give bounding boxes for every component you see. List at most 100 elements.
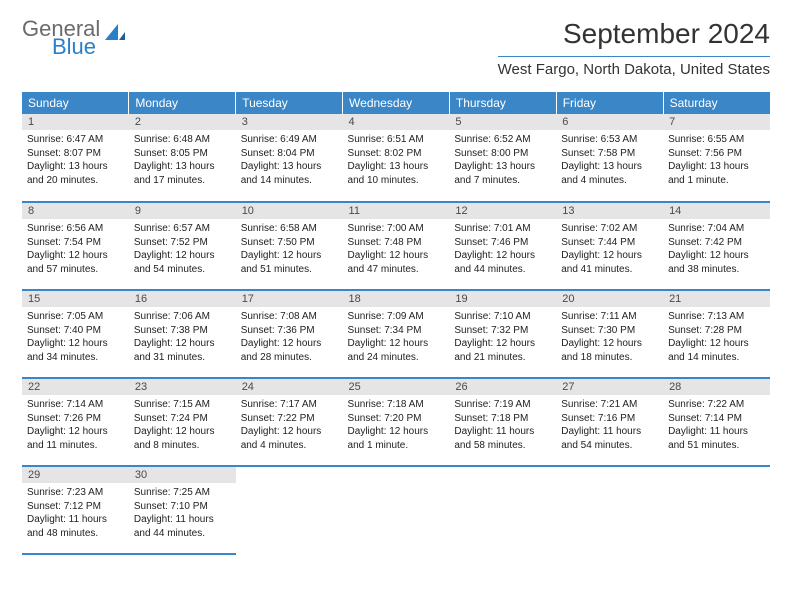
calendar-cell: 24Sunrise: 7:17 AMSunset: 7:22 PMDayligh… <box>236 378 343 466</box>
day-number: 13 <box>556 203 663 219</box>
weekday-header: Saturday <box>663 92 770 114</box>
calendar-cell: 10Sunrise: 6:58 AMSunset: 7:50 PMDayligh… <box>236 202 343 290</box>
logo-sail-icon <box>104 22 126 47</box>
calendar-cell <box>449 466 556 554</box>
calendar-cell: 21Sunrise: 7:13 AMSunset: 7:28 PMDayligh… <box>663 290 770 378</box>
title-block: September 2024 West Fargo, North Dakota,… <box>498 18 770 78</box>
calendar-cell: 14Sunrise: 7:04 AMSunset: 7:42 PMDayligh… <box>663 202 770 290</box>
day-number: 10 <box>236 203 343 219</box>
day-number: 2 <box>129 114 236 130</box>
day-details: Sunrise: 6:49 AMSunset: 8:04 PMDaylight:… <box>236 130 343 192</box>
day-number: 18 <box>343 291 450 307</box>
day-details: Sunrise: 7:13 AMSunset: 7:28 PMDaylight:… <box>663 307 770 369</box>
day-details: Sunrise: 7:00 AMSunset: 7:48 PMDaylight:… <box>343 219 450 281</box>
day-details: Sunrise: 7:15 AMSunset: 7:24 PMDaylight:… <box>129 395 236 457</box>
day-details: Sunrise: 6:52 AMSunset: 8:00 PMDaylight:… <box>449 130 556 192</box>
day-details: Sunrise: 7:06 AMSunset: 7:38 PMDaylight:… <box>129 307 236 369</box>
day-number: 11 <box>343 203 450 219</box>
logo-line2: Blue <box>52 36 100 58</box>
day-number: 28 <box>663 379 770 395</box>
day-number: 8 <box>22 203 129 219</box>
weekday-header: Thursday <box>449 92 556 114</box>
calendar-cell: 3Sunrise: 6:49 AMSunset: 8:04 PMDaylight… <box>236 114 343 202</box>
day-number: 30 <box>129 467 236 483</box>
day-details: Sunrise: 6:58 AMSunset: 7:50 PMDaylight:… <box>236 219 343 281</box>
calendar-cell: 15Sunrise: 7:05 AMSunset: 7:40 PMDayligh… <box>22 290 129 378</box>
calendar-cell: 7Sunrise: 6:55 AMSunset: 7:56 PMDaylight… <box>663 114 770 202</box>
calendar-cell: 9Sunrise: 6:57 AMSunset: 7:52 PMDaylight… <box>129 202 236 290</box>
day-number: 7 <box>663 114 770 130</box>
calendar-cell: 25Sunrise: 7:18 AMSunset: 7:20 PMDayligh… <box>343 378 450 466</box>
day-details: Sunrise: 6:48 AMSunset: 8:05 PMDaylight:… <box>129 130 236 192</box>
day-number: 17 <box>236 291 343 307</box>
calendar-cell: 28Sunrise: 7:22 AMSunset: 7:14 PMDayligh… <box>663 378 770 466</box>
day-details: Sunrise: 7:09 AMSunset: 7:34 PMDaylight:… <box>343 307 450 369</box>
day-number: 27 <box>556 379 663 395</box>
day-details: Sunrise: 7:01 AMSunset: 7:46 PMDaylight:… <box>449 219 556 281</box>
day-number: 22 <box>22 379 129 395</box>
day-details: Sunrise: 6:55 AMSunset: 7:56 PMDaylight:… <box>663 130 770 192</box>
calendar-cell: 4Sunrise: 6:51 AMSunset: 8:02 PMDaylight… <box>343 114 450 202</box>
calendar-table: SundayMondayTuesdayWednesdayThursdayFrid… <box>22 92 770 555</box>
location: West Fargo, North Dakota, United States <box>498 56 770 78</box>
weekday-header: Sunday <box>22 92 129 114</box>
weekday-header: Wednesday <box>343 92 450 114</box>
calendar-cell: 6Sunrise: 6:53 AMSunset: 7:58 PMDaylight… <box>556 114 663 202</box>
day-number: 19 <box>449 291 556 307</box>
day-details: Sunrise: 7:25 AMSunset: 7:10 PMDaylight:… <box>129 483 236 545</box>
day-number: 4 <box>343 114 450 130</box>
day-details: Sunrise: 7:08 AMSunset: 7:36 PMDaylight:… <box>236 307 343 369</box>
day-details: Sunrise: 7:18 AMSunset: 7:20 PMDaylight:… <box>343 395 450 457</box>
day-details: Sunrise: 7:04 AMSunset: 7:42 PMDaylight:… <box>663 219 770 281</box>
calendar-cell: 23Sunrise: 7:15 AMSunset: 7:24 PMDayligh… <box>129 378 236 466</box>
day-details: Sunrise: 7:21 AMSunset: 7:16 PMDaylight:… <box>556 395 663 457</box>
calendar-cell <box>343 466 450 554</box>
calendar-cell: 13Sunrise: 7:02 AMSunset: 7:44 PMDayligh… <box>556 202 663 290</box>
calendar-cell: 27Sunrise: 7:21 AMSunset: 7:16 PMDayligh… <box>556 378 663 466</box>
day-details: Sunrise: 7:02 AMSunset: 7:44 PMDaylight:… <box>556 219 663 281</box>
day-details: Sunrise: 6:53 AMSunset: 7:58 PMDaylight:… <box>556 130 663 192</box>
calendar-cell: 26Sunrise: 7:19 AMSunset: 7:18 PMDayligh… <box>449 378 556 466</box>
day-number: 21 <box>663 291 770 307</box>
day-number: 20 <box>556 291 663 307</box>
day-number: 3 <box>236 114 343 130</box>
day-details: Sunrise: 7:11 AMSunset: 7:30 PMDaylight:… <box>556 307 663 369</box>
day-details: Sunrise: 7:19 AMSunset: 7:18 PMDaylight:… <box>449 395 556 457</box>
day-details: Sunrise: 7:23 AMSunset: 7:12 PMDaylight:… <box>22 483 129 545</box>
calendar-cell: 29Sunrise: 7:23 AMSunset: 7:12 PMDayligh… <box>22 466 129 554</box>
day-details: Sunrise: 7:22 AMSunset: 7:14 PMDaylight:… <box>663 395 770 457</box>
calendar-cell <box>663 466 770 554</box>
day-details: Sunrise: 6:51 AMSunset: 8:02 PMDaylight:… <box>343 130 450 192</box>
weekday-header: Friday <box>556 92 663 114</box>
day-number: 6 <box>556 114 663 130</box>
day-number: 29 <box>22 467 129 483</box>
day-number: 5 <box>449 114 556 130</box>
day-details: Sunrise: 6:47 AMSunset: 8:07 PMDaylight:… <box>22 130 129 192</box>
day-number: 12 <box>449 203 556 219</box>
calendar-cell: 8Sunrise: 6:56 AMSunset: 7:54 PMDaylight… <box>22 202 129 290</box>
weekday-header: Tuesday <box>236 92 343 114</box>
day-details: Sunrise: 6:56 AMSunset: 7:54 PMDaylight:… <box>22 219 129 281</box>
calendar-cell: 22Sunrise: 7:14 AMSunset: 7:26 PMDayligh… <box>22 378 129 466</box>
month-title: September 2024 <box>498 18 770 50</box>
calendar-cell <box>236 466 343 554</box>
calendar-cell: 18Sunrise: 7:09 AMSunset: 7:34 PMDayligh… <box>343 290 450 378</box>
calendar-cell: 12Sunrise: 7:01 AMSunset: 7:46 PMDayligh… <box>449 202 556 290</box>
day-details: Sunrise: 7:10 AMSunset: 7:32 PMDaylight:… <box>449 307 556 369</box>
calendar-cell: 2Sunrise: 6:48 AMSunset: 8:05 PMDaylight… <box>129 114 236 202</box>
day-details: Sunrise: 7:05 AMSunset: 7:40 PMDaylight:… <box>22 307 129 369</box>
calendar-cell: 30Sunrise: 7:25 AMSunset: 7:10 PMDayligh… <box>129 466 236 554</box>
calendar-cell <box>556 466 663 554</box>
day-number: 26 <box>449 379 556 395</box>
calendar-cell: 16Sunrise: 7:06 AMSunset: 7:38 PMDayligh… <box>129 290 236 378</box>
day-number: 9 <box>129 203 236 219</box>
day-number: 24 <box>236 379 343 395</box>
day-details: Sunrise: 7:17 AMSunset: 7:22 PMDaylight:… <box>236 395 343 457</box>
day-number: 14 <box>663 203 770 219</box>
calendar-cell: 5Sunrise: 6:52 AMSunset: 8:00 PMDaylight… <box>449 114 556 202</box>
day-details: Sunrise: 7:14 AMSunset: 7:26 PMDaylight:… <box>22 395 129 457</box>
calendar-cell: 17Sunrise: 7:08 AMSunset: 7:36 PMDayligh… <box>236 290 343 378</box>
calendar-cell: 1Sunrise: 6:47 AMSunset: 8:07 PMDaylight… <box>22 114 129 202</box>
day-number: 1 <box>22 114 129 130</box>
calendar-cell: 20Sunrise: 7:11 AMSunset: 7:30 PMDayligh… <box>556 290 663 378</box>
